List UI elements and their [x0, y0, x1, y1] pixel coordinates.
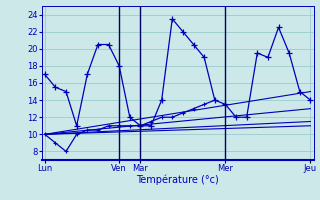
X-axis label: Température (°c): Température (°c) [136, 175, 219, 185]
